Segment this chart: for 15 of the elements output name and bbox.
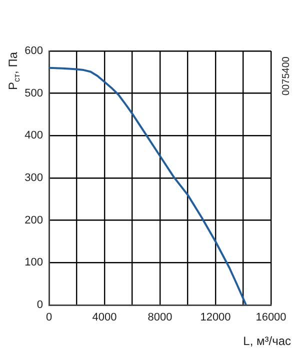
y-tick-label: 300 xyxy=(24,172,43,184)
x-tick-label: 8000 xyxy=(148,312,172,324)
x-axis-title: L, м³/час xyxy=(243,334,292,348)
x-tick-label: 16000 xyxy=(256,312,286,324)
x-tick-label: 0 xyxy=(46,312,52,324)
y-tick-label: 500 xyxy=(24,87,43,100)
x-tick-label: 4000 xyxy=(92,312,117,324)
text: 0075400 xyxy=(281,56,292,96)
y-tick-label: 200 xyxy=(24,214,43,226)
y-tick-label: 0 xyxy=(36,299,43,312)
y-tick-label: 100 xyxy=(24,256,43,269)
y-tick-label: 600 xyxy=(24,45,43,58)
y-tick-label: 400 xyxy=(24,130,43,142)
y-axis-title: Pст, Па xyxy=(6,52,22,90)
x-tick-label: 12000 xyxy=(200,312,231,324)
